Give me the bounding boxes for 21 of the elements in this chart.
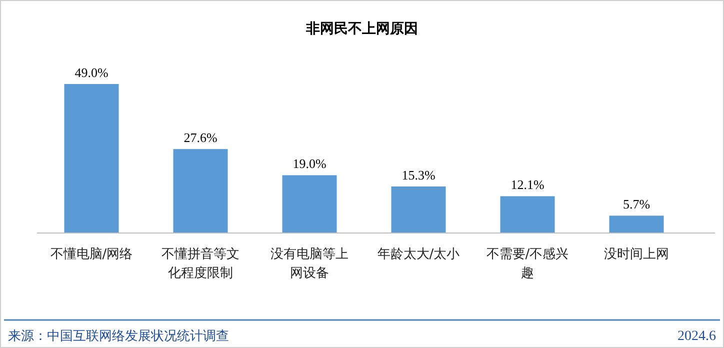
source-note: 来源：中国互联网络发展状况统计调查 [8, 329, 229, 344]
data-label: 12.1% [510, 177, 544, 192]
bar [173, 149, 228, 233]
data-label: 49.0% [74, 65, 108, 80]
bar [391, 186, 446, 233]
x-tick-label: 不懂电脑/网络 [50, 247, 133, 262]
x-tick-label: 不懂拼音等文化程度限制 [162, 247, 240, 281]
bar [64, 84, 119, 233]
data-label: 5.7% [622, 196, 650, 212]
bar [282, 175, 337, 233]
data-label: 19.0% [292, 156, 326, 172]
chart-title: 非网民不上网原因 [305, 21, 418, 37]
x-tick-label: 不需要/不感兴趣 [486, 247, 569, 281]
x-tick-label: 年龄太大/太小 [377, 247, 460, 262]
x-tick-label: 没时间上网 [604, 247, 669, 262]
text: 2024.6 [678, 329, 716, 344]
data-label: 15.3% [402, 167, 436, 182]
bar [500, 196, 555, 233]
data-label: 27.6% [184, 130, 218, 146]
x-tick-label: 没有电脑等上网设备 [270, 247, 348, 281]
bar [609, 216, 664, 233]
